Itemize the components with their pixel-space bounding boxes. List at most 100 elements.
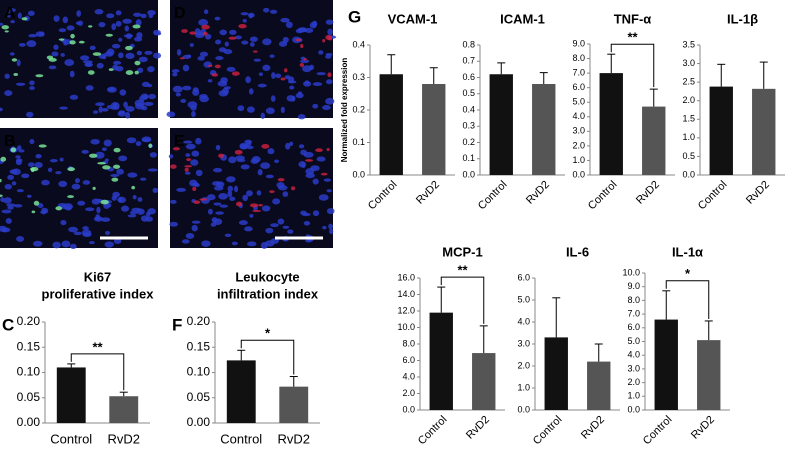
nucleus [125, 106, 135, 112]
bar [489, 74, 513, 175]
stain [125, 70, 134, 76]
nucleus [138, 56, 148, 63]
nucleus [135, 19, 142, 26]
y-tick-label: 16.0 [397, 272, 415, 282]
significance-bracket [240, 339, 295, 375]
y-tick-label: 8.0 [572, 53, 585, 63]
stain [33, 200, 40, 206]
stain [111, 177, 119, 182]
panel-label: B [4, 133, 16, 150]
stain [235, 201, 243, 207]
nucleus [265, 240, 275, 247]
nucleus [4, 73, 10, 79]
stain [58, 38, 65, 41]
stain [92, 52, 102, 56]
nucleus [113, 60, 122, 65]
significance-bracket [665, 280, 710, 319]
y-tick-label: 0.5 [682, 151, 695, 161]
nucleus [207, 79, 213, 83]
stain [21, 17, 28, 21]
nucleus [111, 43, 121, 49]
nucleus [60, 219, 67, 226]
stain [192, 186, 197, 191]
nucleus [34, 161, 43, 168]
stain [202, 31, 208, 36]
stain [218, 153, 225, 158]
x-tick-label: Control [586, 179, 620, 213]
y-tick-label: 12.0 [397, 305, 415, 315]
nucleus [16, 189, 24, 193]
y-tick-label: 8.0 [402, 338, 415, 348]
y-tick-label: 0.4 [352, 39, 365, 49]
nucleus [147, 208, 156, 215]
stain [252, 209, 262, 213]
nucleus [192, 89, 200, 96]
nucleus [149, 152, 157, 158]
nucleus [125, 52, 135, 59]
nucleus [5, 218, 12, 224]
nucleus [148, 93, 157, 100]
nucleus [234, 185, 239, 193]
nucleus [274, 159, 280, 164]
x-tick-label: Control [531, 414, 565, 448]
nucleus [122, 18, 132, 24]
nucleus [104, 158, 109, 162]
stain [326, 147, 330, 152]
nucleus [247, 241, 257, 247]
nucleus [118, 52, 124, 59]
nucleus [186, 54, 192, 58]
nucleus [190, 159, 199, 166]
nucleus [312, 210, 320, 217]
panel-label: C [2, 315, 14, 334]
y-tick-label: 9.0 [572, 38, 585, 48]
nucleus [85, 207, 95, 212]
nucleus [215, 144, 221, 151]
y-tick-label: 5.0 [517, 294, 530, 304]
nucleus [75, 21, 81, 25]
nucleus [35, 154, 42, 159]
nucleus [125, 111, 131, 119]
nucleus [282, 191, 289, 197]
nucleus [169, 221, 179, 227]
nucleus [110, 106, 120, 110]
nucleus [249, 36, 258, 42]
significance-bracket [440, 276, 485, 324]
y-tick-label: 5.0 [572, 97, 585, 107]
nucleus [140, 13, 147, 19]
nucleus [171, 69, 180, 73]
nucleus [9, 52, 15, 56]
nucleus [116, 168, 124, 175]
stain [0, 178, 2, 183]
stain [13, 73, 19, 76]
nucleus [26, 194, 32, 198]
y-tick-label: 0.1 [462, 153, 475, 163]
stain [184, 167, 189, 172]
y-tick-label: 1.0 [572, 155, 585, 165]
nucleus [27, 10, 35, 16]
nucleus [147, 10, 156, 16]
nucleus [287, 229, 294, 234]
nucleus [297, 91, 303, 95]
bar [226, 360, 256, 423]
nucleus [325, 97, 335, 105]
nucleus [276, 181, 285, 189]
nucleus [4, 183, 12, 190]
stain [170, 164, 177, 169]
nucleus [32, 240, 43, 247]
nucleus [144, 50, 153, 55]
y-tick-label: 0.15 [187, 339, 211, 353]
nucleus [253, 58, 261, 62]
nucleus [140, 177, 147, 181]
nucleus [191, 150, 200, 157]
stain [304, 159, 314, 162]
nucleus [118, 37, 123, 42]
nucleus [51, 51, 59, 57]
significance-label: ** [92, 339, 103, 354]
nucleus [6, 12, 11, 18]
nucleus [126, 137, 137, 144]
y-tick-label: 1.5 [682, 114, 695, 124]
nucleus [226, 66, 236, 72]
nucleus [284, 75, 291, 80]
nucleus [21, 173, 30, 179]
nucleus [147, 168, 158, 172]
